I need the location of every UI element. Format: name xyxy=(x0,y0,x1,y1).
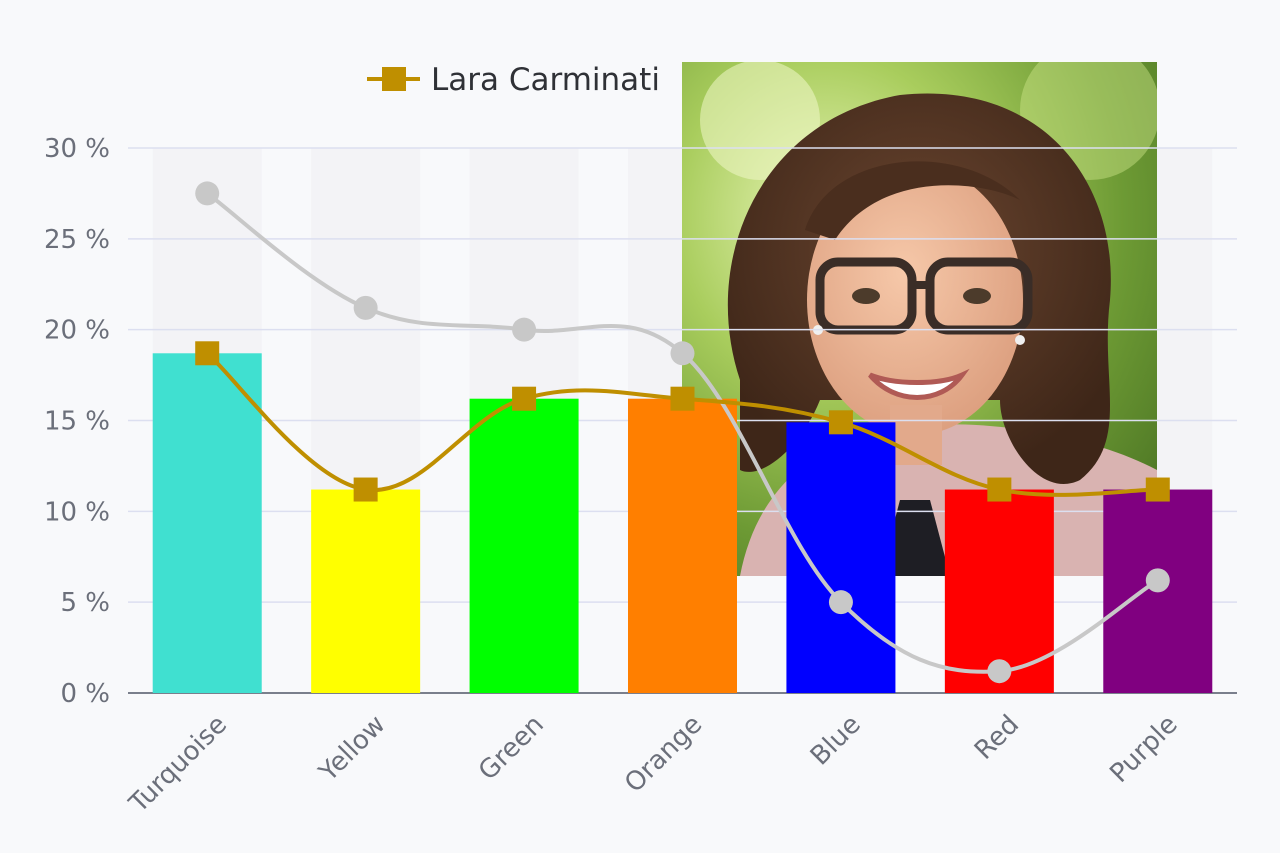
marker-circle xyxy=(670,341,695,366)
legend-label: Lara Carminati xyxy=(431,62,660,98)
x-tick-label: Yellow xyxy=(313,710,392,789)
x-tick-label: Turquoise xyxy=(123,710,233,820)
marker-square xyxy=(987,477,1012,502)
legend: Lara Carminati xyxy=(367,62,660,98)
bar-red xyxy=(944,489,1054,693)
y-tick-label: 15 % xyxy=(44,407,110,437)
marker-circle xyxy=(828,590,853,615)
marker-square xyxy=(670,386,695,411)
series-markers xyxy=(195,181,1170,684)
y-axis-ticks: 0 % 5 % 10 % 15 % 20 % 25 % 30 % xyxy=(44,134,110,709)
bar-yellow xyxy=(311,489,421,693)
marker-circle xyxy=(512,317,537,342)
marker-square xyxy=(512,386,537,411)
marker-square xyxy=(828,410,853,435)
x-tick-label: Blue xyxy=(805,710,867,772)
bar-orange xyxy=(628,398,737,693)
x-tick-label: Red xyxy=(969,710,1025,766)
x-tick-label: Orange xyxy=(619,710,708,799)
marker-circle xyxy=(195,181,220,206)
y-tick-label: 25 % xyxy=(44,225,110,255)
marker-square xyxy=(195,341,220,366)
marker-square xyxy=(353,477,378,502)
marker-square xyxy=(1145,477,1170,502)
y-tick-label: 5 % xyxy=(60,588,110,618)
marker-circle xyxy=(353,295,378,320)
y-tick-label: 0 % xyxy=(60,679,110,709)
x-tick-label: Green xyxy=(473,710,550,787)
marker-circle xyxy=(1145,568,1170,593)
bar-green xyxy=(469,398,579,693)
x-tick-label: Purple xyxy=(1104,710,1183,789)
bar-blue xyxy=(786,422,896,693)
y-tick-label: 30 % xyxy=(44,134,110,164)
x-axis-ticks: Turquoise Yellow Green Orange Blue Red Purple xyxy=(123,710,1183,820)
legend-marker xyxy=(382,67,406,91)
bar-turquoise xyxy=(152,353,262,693)
y-tick-label: 10 % xyxy=(44,497,110,527)
y-tick-label: 20 % xyxy=(44,316,110,346)
marker-circle xyxy=(987,659,1012,684)
bars xyxy=(152,353,1213,693)
